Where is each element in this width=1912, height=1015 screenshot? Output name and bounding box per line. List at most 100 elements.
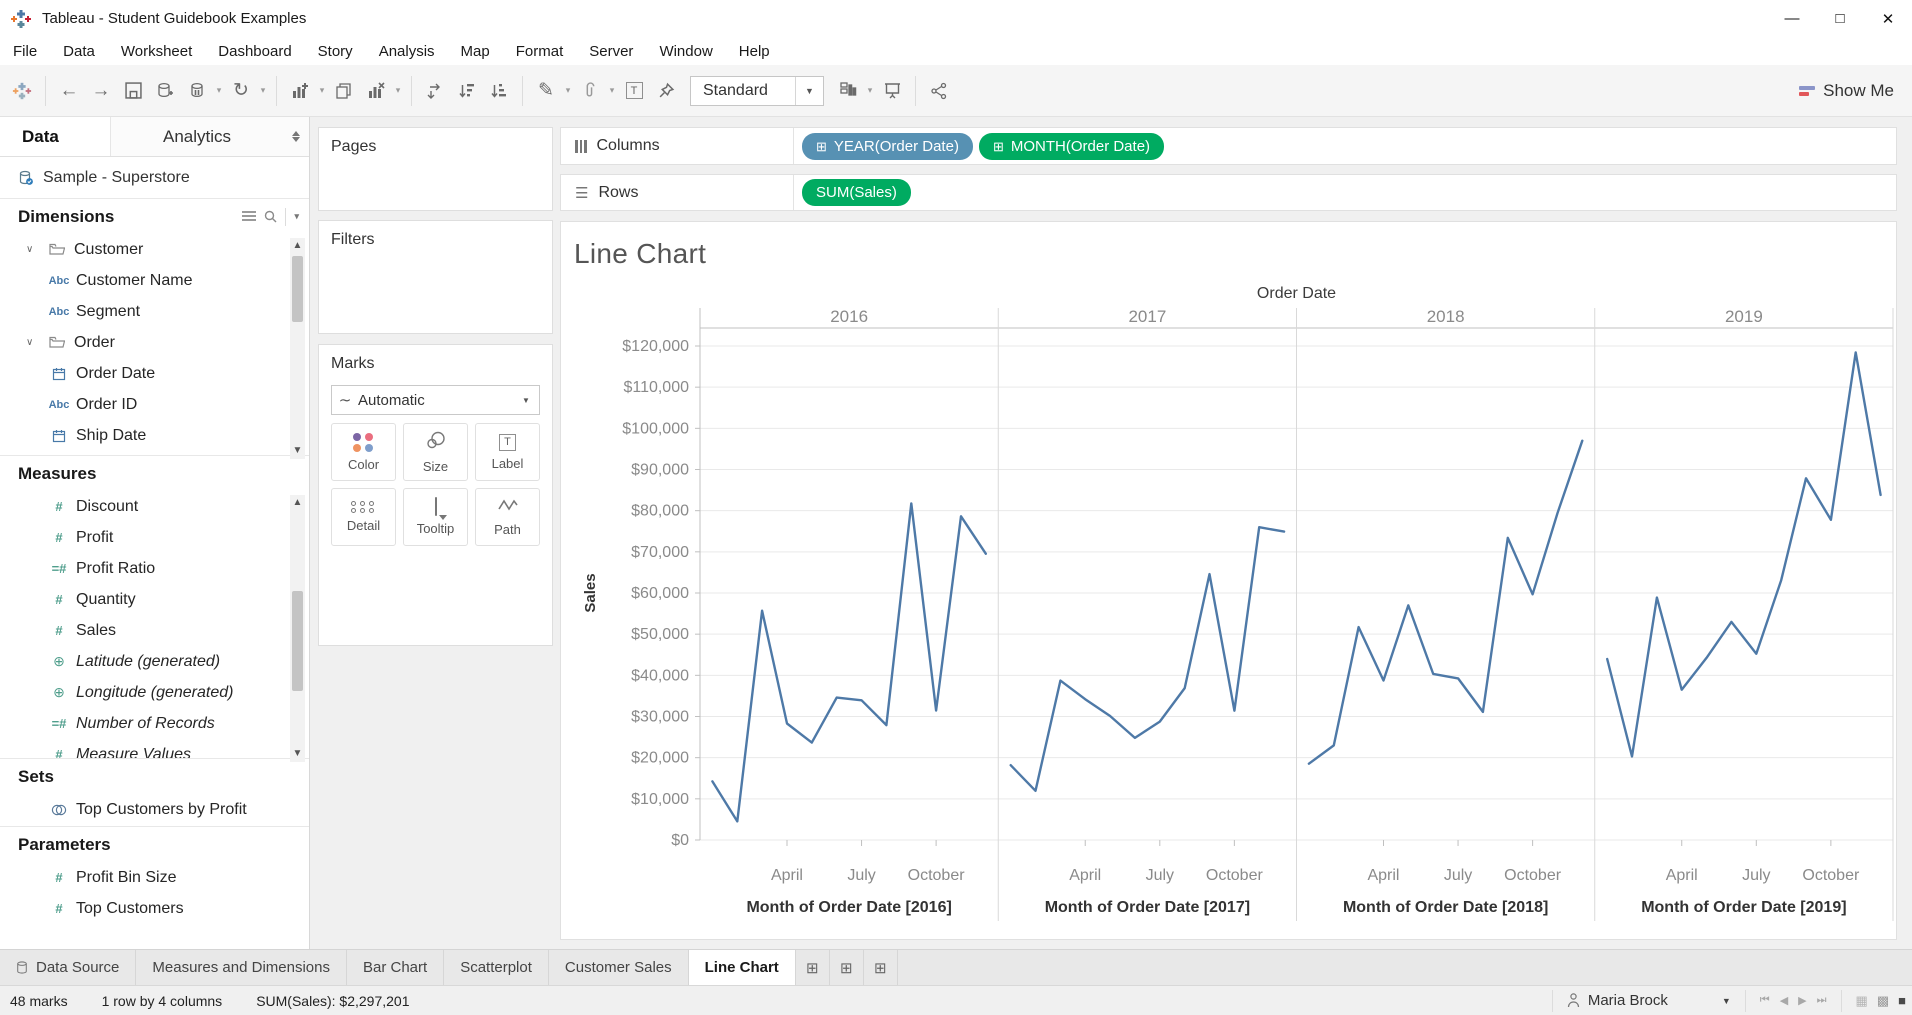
field-profit-bin-size[interactable]: # Profit Bin Size (0, 862, 309, 893)
close-button[interactable]: ✕ (1881, 10, 1895, 28)
expand-caret-icon[interactable]: ∨ (26, 244, 34, 255)
share-icon[interactable] (923, 73, 955, 109)
group-members-icon[interactable] (574, 73, 606, 109)
field-ship-date[interactable]: Ship Date (0, 420, 309, 451)
sheet-tab-data-source[interactable]: Data Source (0, 950, 137, 985)
menu-dashboard[interactable]: Dashboard (218, 42, 292, 60)
save-icon[interactable] (117, 73, 149, 109)
sheet-tab-measures-and-dimensions[interactable]: Measures and Dimensions (136, 950, 347, 985)
new-worksheet-tab-button[interactable]: ⊞ (796, 950, 830, 985)
rows-shelf[interactable]: ☰ Rows SUM(Sales) (560, 174, 1897, 211)
field-order-id[interactable]: Abc Order ID (0, 389, 309, 420)
pill-expand-icon[interactable]: ⊞ (816, 138, 827, 154)
tooltip-button[interactable]: Tooltip (403, 488, 468, 546)
color-button[interactable]: Color (331, 423, 396, 481)
menu-help[interactable]: Help (738, 42, 770, 60)
tableau-home-icon[interactable] (6, 73, 38, 109)
field-profit-ratio[interactable]: =# Profit Ratio (0, 553, 309, 584)
field-latitude-generated[interactable]: ⊕ Latitude (generated) (0, 646, 309, 677)
field-measure-values[interactable]: # Measure Values (0, 739, 309, 759)
menu-file[interactable]: File (13, 42, 38, 60)
maximize-button[interactable]: □ (1835, 10, 1845, 27)
show-me-button[interactable]: Show Me (1799, 81, 1894, 101)
new-data-source-icon[interactable] (149, 73, 181, 109)
show-hide-cards-icon[interactable] (832, 73, 864, 109)
field-customer-name[interactable]: Abc Customer Name (0, 265, 309, 296)
menu-story[interactable]: Story (317, 42, 353, 60)
line-chart-svg[interactable]: $0 $10,000 $20,000 $30,000 $40,000 $50,000 $60… (561, 222, 1896, 939)
columns-shelf[interactable]: Columns ⊞ YEAR(Order Date) ⊞ MONTH(Order Da… (560, 127, 1897, 165)
new-story-tab-button[interactable]: ⊞ (864, 950, 898, 985)
new-worksheet-caret-icon[interactable]: ▾ (319, 85, 325, 95)
field-order[interactable]: ∨ Order (26, 333, 115, 351)
redo-icon[interactable]: → (91, 79, 111, 101)
sheet-tab-bar-chart[interactable]: Bar Chart (347, 950, 445, 985)
field-segment[interactable]: Abc Segment (0, 296, 309, 327)
new-worksheet-icon[interactable] (284, 73, 316, 109)
show-tabs-view-icon[interactable]: ▦ (1855, 992, 1868, 1008)
dimensions-menu-caret-icon[interactable]: ▾ (294, 211, 299, 221)
field-number-of-records[interactable]: =# Number of Records (0, 708, 309, 739)
pause-auto-updates-caret-icon[interactable]: ▾ (216, 85, 222, 95)
dimensions-scrollbar[interactable]: ▲ ▼ (290, 238, 305, 459)
clear-sheet-caret-icon[interactable]: ▾ (395, 85, 401, 95)
detail-button[interactable]: Detail (331, 488, 396, 546)
menu-analysis[interactable]: Analysis (378, 42, 435, 60)
swap-rows-columns-icon[interactable] (419, 73, 451, 109)
pill-month-order-date[interactable]: ⊞ MONTH(Order Date) (978, 132, 1165, 160)
pill-year-order-date[interactable]: ⊞ YEAR(Order Date) (802, 132, 973, 160)
field-quantity[interactable]: # Quantity (0, 584, 309, 615)
field-order-date[interactable]: Order Date (0, 358, 309, 389)
group-members-caret-icon[interactable]: ▾ (609, 85, 615, 95)
first-sheet-icon[interactable]: ⏮ (1759, 994, 1770, 1006)
show-sheet-sorter-icon[interactable]: ■ (1898, 992, 1906, 1008)
user-filter-dropdown[interactable]: Maria Brock ▼ (1567, 992, 1731, 1009)
tab-data[interactable]: Data (0, 117, 110, 156)
duplicate-sheet-icon[interactable] (328, 73, 360, 109)
fix-axes-icon[interactable] (650, 73, 682, 109)
minimize-button[interactable]: — (1784, 10, 1800, 27)
field-customer[interactable]: ∨ Customer (26, 240, 144, 258)
visualization-area[interactable]: Line Chart $0 $10,000 $20,000 $30,000 $40,00… (560, 221, 1897, 940)
show-filmstrip-view-icon[interactable]: ▩ (1876, 992, 1890, 1008)
pane-collapse-icon[interactable] (283, 117, 309, 156)
sheet-tab-scatterplot[interactable]: Scatterplot (444, 950, 549, 985)
pill-expand-icon[interactable]: ⊞ (992, 138, 1004, 154)
view-data-icon[interactable] (242, 211, 257, 222)
sort-ascending-icon[interactable] (451, 73, 483, 109)
measures-scrollbar[interactable]: ▲ ▼ (290, 495, 305, 762)
menu-server[interactable]: Server (589, 42, 634, 60)
fit-selector[interactable]: Standard ▼ (690, 75, 824, 106)
sheet-tab-line-chart[interactable]: Line Chart (688, 950, 796, 985)
undo-icon[interactable]: ← (59, 79, 79, 101)
next-sheet-icon[interactable]: ▶ (1798, 995, 1807, 1007)
find-field-icon[interactable] (264, 210, 277, 223)
field-top-customers[interactable]: # Top Customers (0, 893, 309, 924)
menu-format[interactable]: Format (515, 42, 564, 60)
mark-type-dropdown[interactable]: ∼ Automatic ▼ (331, 385, 540, 415)
datasource-item[interactable]: Sample - Superstore (0, 157, 309, 198)
field-top-customers-by-profit[interactable]: Top Customers by Profit (0, 794, 309, 825)
previous-sheet-icon[interactable]: ◀ (1779, 995, 1789, 1007)
size-button[interactable]: Size (403, 423, 468, 481)
pill-sum-sales[interactable]: SUM(Sales) (802, 179, 911, 206)
clear-sheet-icon[interactable] (360, 73, 392, 109)
menu-worksheet[interactable]: Worksheet (120, 42, 193, 60)
menu-data[interactable]: Data (63, 42, 95, 60)
pause-auto-updates-icon[interactable] (181, 73, 213, 109)
field-longitude-generated[interactable]: ⊕ Longitude (generated) (0, 677, 309, 708)
sort-descending-icon[interactable] (483, 73, 515, 109)
pages-card[interactable]: Pages (318, 127, 553, 211)
field-discount[interactable]: # Discount (0, 491, 309, 522)
filters-card[interactable]: Filters (318, 220, 553, 334)
last-sheet-icon[interactable]: ⏭ (1816, 994, 1827, 1006)
new-dashboard-tab-button[interactable]: ⊞ (830, 950, 864, 985)
run-update-icon[interactable]: ↻ (233, 80, 249, 101)
show-hide-cards-caret-icon[interactable]: ▾ (867, 85, 873, 95)
field-sales[interactable]: # Sales (0, 615, 309, 646)
path-button[interactable]: Path (475, 488, 540, 546)
highlight-caret-icon[interactable]: ▾ (565, 85, 571, 95)
label-button[interactable]: T Label (475, 423, 540, 481)
presentation-mode-icon[interactable] (876, 73, 908, 109)
highlight-icon[interactable]: ✎ (538, 80, 554, 101)
